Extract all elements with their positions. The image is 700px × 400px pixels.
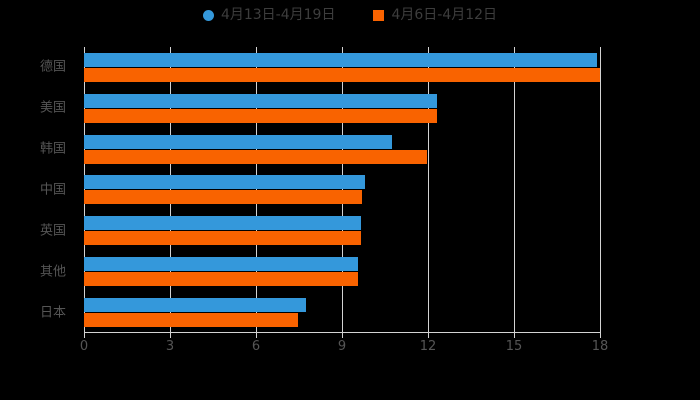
legend-circle-marker-icon — [202, 9, 214, 21]
bar-row — [84, 292, 600, 333]
x-tick-mark — [428, 333, 429, 338]
bar-series-1[interactable] — [84, 52, 597, 67]
x-axis-line — [84, 332, 600, 333]
plot-area — [84, 47, 601, 333]
y-axis-labels: 德国美国韩国中国英国其他日本 — [0, 47, 76, 333]
y-axis-label: 其他 — [39, 264, 66, 280]
legend-square-marker-icon — [373, 9, 385, 21]
legend-item-series-1[interactable]: 4月13日-4月19日 — [202, 7, 336, 23]
x-tick-mark — [600, 333, 601, 338]
x-tick-mark — [256, 333, 257, 338]
x-tick-label: 15 — [505, 339, 523, 354]
y-axis-line — [84, 47, 85, 333]
bar-series-1[interactable] — [84, 175, 365, 190]
chart-legend: 4月13日-4月19日 4月6日-4月12日 — [0, 8, 700, 22]
bar-series-2[interactable] — [84, 108, 437, 123]
bar-rows — [84, 47, 600, 333]
y-axis-label: 美国 — [39, 100, 66, 116]
x-tick-label: 3 — [165, 339, 175, 354]
x-tick-label: 18 — [591, 339, 609, 354]
legend-item-label: 4月6日-4月12日 — [391, 7, 498, 23]
bar-series-2[interactable] — [84, 190, 362, 205]
x-tick-label: 6 — [251, 339, 261, 354]
bar-series-1[interactable] — [84, 298, 306, 313]
bar-series-1[interactable] — [84, 134, 392, 149]
y-axis-label: 中国 — [39, 182, 66, 198]
x-tick-mark — [342, 333, 343, 338]
bar-series-2[interactable] — [84, 313, 298, 328]
x-axis-ticks: 0 3 6 9 12 15 18 — [80, 333, 608, 363]
x-tick-label: 0 — [79, 339, 89, 354]
y-axis-label: 韩国 — [39, 141, 66, 157]
legend-item-series-2[interactable]: 4月6日-4月12日 — [373, 8, 497, 22]
bar-row — [84, 251, 600, 292]
y-axis-label: 日本 — [39, 305, 66, 321]
legend-item-label: 4月13日-4月19日 — [220, 7, 336, 23]
gridline — [600, 47, 601, 333]
bar-series-1[interactable] — [84, 93, 437, 108]
bar-series-2[interactable] — [84, 272, 358, 287]
bar-series-2[interactable] — [84, 149, 427, 164]
bar-row — [84, 129, 600, 170]
bar-row — [84, 210, 600, 251]
bar-series-2[interactable] — [84, 67, 600, 82]
bar-series-2[interactable] — [84, 231, 361, 246]
x-tick-label: 9 — [337, 339, 347, 354]
bar-row — [84, 47, 600, 88]
x-tick-label: 12 — [419, 339, 437, 354]
bar-series-1[interactable] — [84, 216, 361, 231]
x-tick-mark — [170, 333, 171, 338]
y-axis-label: 英国 — [39, 223, 66, 239]
bar-row — [84, 88, 600, 129]
bar-row — [84, 170, 600, 211]
bar-series-1[interactable] — [84, 257, 358, 272]
y-axis-label: 德国 — [39, 59, 66, 75]
x-tick-mark — [84, 333, 85, 338]
x-tick-mark — [514, 333, 515, 338]
